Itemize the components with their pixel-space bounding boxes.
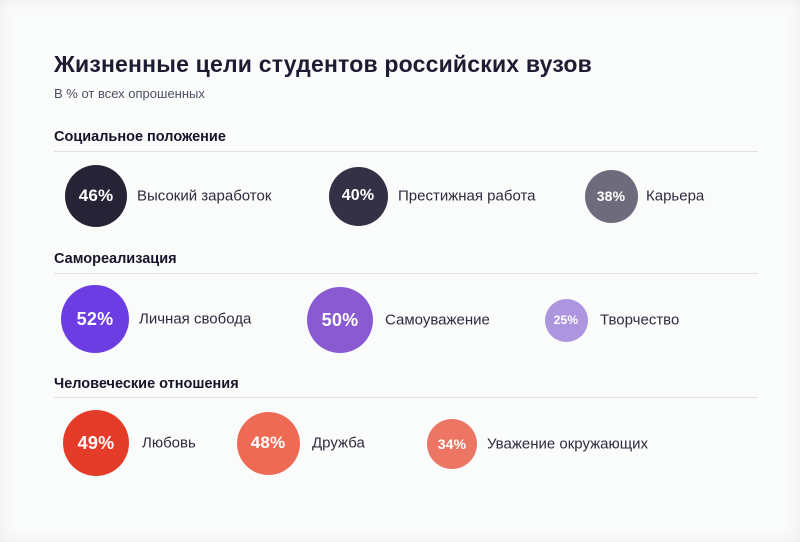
section-divider xyxy=(54,273,758,274)
section-header: Социальное положение xyxy=(54,129,226,145)
bubble-value: 49% xyxy=(63,410,129,476)
bubble-label: Карьера xyxy=(646,187,705,205)
bubble-value: 46% xyxy=(65,165,127,227)
bubble-value: 34% xyxy=(427,419,477,469)
bubble-value: 38% xyxy=(584,169,638,223)
bubble-value: 25% xyxy=(544,298,588,342)
bubble-label: Творчество xyxy=(600,311,680,329)
section-header: Человеческие отношения xyxy=(54,376,239,392)
bubble-label: Личная свобода xyxy=(139,310,252,328)
section-divider xyxy=(54,151,758,152)
bubble-value: 48% xyxy=(236,411,300,475)
page-title: Жизненные цели студентов российских вузо… xyxy=(54,51,592,77)
bubble-value: 40% xyxy=(328,166,388,226)
bubble-label: Престижная работа xyxy=(398,187,536,205)
page-subtitle: В % от всех опрошенных xyxy=(54,86,205,101)
bubble-label: Высокий заработок xyxy=(137,187,272,205)
section-divider xyxy=(54,397,758,398)
bubble-value: 52% xyxy=(61,285,129,353)
bubble-value: 50% xyxy=(307,287,373,353)
section-header: Самореализация xyxy=(54,251,177,267)
bubble-label: Любовь xyxy=(142,434,196,452)
bubble-label: Дружба xyxy=(312,434,365,452)
bubble-label: Самоуважение xyxy=(385,311,490,329)
bubble-label: Уважение окружающих xyxy=(487,435,648,453)
